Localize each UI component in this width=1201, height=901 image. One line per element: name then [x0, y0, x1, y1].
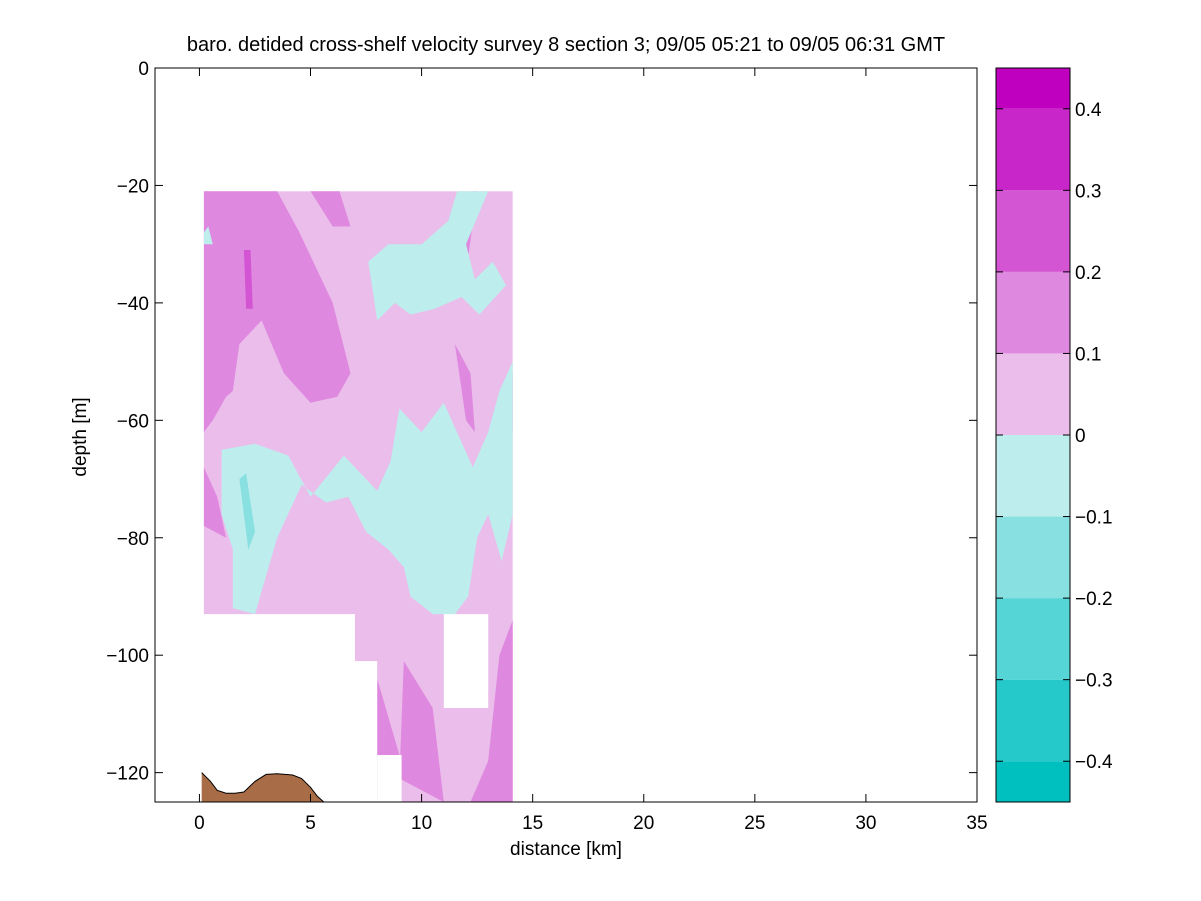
colorbar: −0.4 −0.3 −0.2 −0.1 0 0.1 0.2 0.3 0.4: [995, 67, 1113, 803]
colorbar-tick-label: −0.4: [1075, 752, 1113, 773]
plot-area: 0 5 10 15 20 25 30 35 0 −20 −40 −60 −80 −100 −120: [106, 59, 987, 834]
y-tick-label: −40: [117, 294, 149, 315]
no-data-region: [201, 614, 355, 802]
seafloor-outline: [201, 772, 325, 802]
colorbar-swatch: [996, 516, 1070, 599]
x-tick-label: 35: [966, 813, 987, 834]
contour-region: [239, 473, 255, 550]
x-axis-label: distance [km]: [510, 839, 622, 860]
y-axis-label: depth [m]: [70, 397, 91, 476]
contour-region: [203, 191, 351, 433]
contour-region: [483, 620, 513, 802]
colorbar-swatch: [996, 435, 1070, 517]
colorbar-swatch: [996, 271, 1070, 354]
colorbar-tick-label: −0.1: [1075, 508, 1113, 529]
colorbar-swatch: [996, 761, 1070, 802]
colorbar-swatch: [996, 68, 1070, 109]
colorbar-swatch: [996, 353, 1070, 435]
no-data-region: [354, 661, 378, 802]
colorbar-tick-label: 0.2: [1075, 263, 1101, 284]
y-tick-label: −80: [117, 529, 149, 550]
colorbar-tick-label: 0.1: [1075, 344, 1101, 365]
chart-title: baro. detided cross-shelf velocity surve…: [187, 34, 945, 56]
x-tick-label: 10: [411, 813, 432, 834]
seafloor-bathymetry: [201, 772, 324, 802]
y-tick-label: 0: [138, 59, 149, 80]
x-tick-label: 30: [855, 813, 876, 834]
colorbar-swatch: [996, 598, 1070, 680]
contour-region: [454, 344, 475, 433]
x-tick-label: 5: [305, 813, 316, 834]
colorbar-tick-label: 0.4: [1075, 100, 1102, 121]
contour-regions: [201, 191, 513, 802]
contour-region: [243, 250, 253, 309]
x-tick-label: 0: [194, 813, 205, 834]
contour-region: [399, 661, 444, 802]
axis-ticks: 0 5 10 15 20 25 30 35 0 −20 −40 −60 −80 −100 −120: [106, 59, 987, 834]
contour-region: [221, 361, 513, 615]
colorbar-swatch: [996, 679, 1070, 762]
contour-region: [203, 467, 227, 538]
contour-region: [310, 191, 351, 227]
y-tick-label: −100: [106, 646, 149, 667]
x-tick-label: 15: [522, 813, 543, 834]
colorbar-tick-label: 0: [1075, 426, 1086, 447]
y-tick-label: −60: [117, 411, 149, 432]
x-tick-label: 20: [633, 813, 654, 834]
y-tick-label: −20: [117, 176, 149, 197]
colorbar-swatch: [996, 190, 1070, 272]
colorbar-tick-label: 0.3: [1075, 181, 1101, 202]
x-tick-label: 25: [744, 813, 765, 834]
colorbar-swatch: [996, 108, 1070, 191]
no-data-region: [443, 614, 489, 709]
contour-region: [368, 191, 506, 321]
no-data-region: [377, 755, 402, 802]
axes-frame: [154, 67, 978, 803]
contour-region: [203, 226, 213, 245]
y-tick-label: −120: [106, 764, 149, 785]
colorbar-tick-label: −0.3: [1075, 671, 1113, 692]
colorbar-tick-label: −0.2: [1075, 589, 1113, 610]
